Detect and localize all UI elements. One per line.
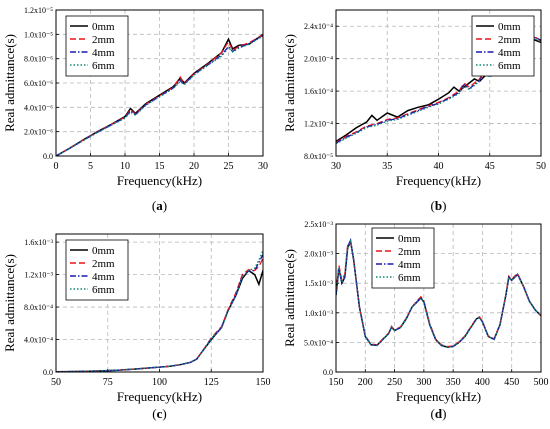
x-tick-label: 100	[152, 377, 167, 388]
x-tick-label: 150	[256, 377, 271, 388]
y-tick-label: 1.2x10⁻⁴	[304, 120, 333, 129]
y-tick-label: 8.0x10⁻⁶	[24, 55, 53, 64]
x-tick-label: 30	[258, 161, 268, 172]
legend-label: 0mm	[92, 21, 115, 33]
x-tick-label: 50	[51, 377, 61, 388]
series-line-2mm	[56, 34, 263, 156]
x-axis-label: Frequency(kHz)	[396, 173, 481, 188]
x-tick-label: 10	[120, 161, 130, 172]
x-tick-label: 150	[329, 377, 344, 388]
y-tick-label: 1.0x10⁻³	[304, 309, 333, 318]
y-tick-label: 2.4x10⁻⁴	[304, 22, 333, 31]
legend-label: 0mm	[92, 245, 115, 257]
y-tick-label: 1.6x10⁻³	[24, 238, 53, 247]
plot-area	[336, 224, 541, 372]
y-axis-label: Real admittance(s)	[282, 249, 297, 347]
legend-label: 6mm	[92, 284, 115, 296]
y-tick-label: 8.0x10⁻⁵	[304, 152, 333, 161]
legend-label: 2mm	[498, 34, 521, 46]
x-tick-label: 45	[485, 161, 495, 172]
series-line-4mm	[56, 35, 263, 156]
x-tick-label: 500	[534, 377, 549, 388]
x-tick-label: 0	[54, 161, 59, 172]
y-tick-label: 1.2x10⁻³	[24, 271, 53, 280]
x-tick-label: 40	[434, 161, 444, 172]
y-tick-label: 6.0x10⁻⁶	[24, 79, 53, 88]
series-line-4mm	[336, 237, 541, 348]
chart-panel-4: 150 200 250 300 350 400 450 500 0.0 5.0x10⁻⁴ 1.0x1…	[282, 220, 549, 421]
y-tick-label: 1.5x10⁻³	[304, 279, 333, 288]
x-axis-label: Frequency(kHz)	[117, 389, 202, 404]
y-tick-label: 8.0x10⁻⁴	[24, 303, 53, 312]
chart-panel-1: 0 5 10 15 20 25 30 0.0 2.0x10⁻⁶ 4.0x10⁻⁶ 6.0x10⁻⁶ 8…	[2, 6, 268, 213]
x-tick-label: 200	[358, 377, 373, 388]
x-tick-label: 350	[446, 377, 461, 388]
y-tick-label: 2.5x10⁻³	[304, 220, 333, 229]
chart-panel-3: 50 75 100 125 150 0.0 4.0x10⁻⁴ 8.0x10⁻⁴ 1.2x10⁻³…	[2, 233, 271, 421]
legend-label: 6mm	[498, 60, 521, 72]
y-tick-label: 0.0	[43, 368, 53, 377]
x-tick-label: 400	[475, 377, 490, 388]
y-axis-label: Real admittance(s)	[282, 34, 297, 132]
x-tick-label: 450	[504, 377, 519, 388]
y-tick-label: 2.0x10⁻⁶	[24, 128, 53, 137]
axes-frame	[335, 9, 542, 157]
x-tick-label: 50	[536, 161, 546, 172]
y-tick-label: 1.6x10⁻⁴	[304, 87, 333, 96]
x-tick-label: 5	[88, 161, 93, 172]
legend-label: 4mm	[498, 47, 521, 59]
panel-label: (b)	[431, 198, 447, 213]
y-tick-label: 0.0	[323, 368, 333, 377]
y-tick-label: 4.0x10⁻⁴	[24, 336, 53, 345]
x-tick-label: 125	[204, 377, 219, 388]
legend-label: 0mm	[398, 233, 421, 245]
x-tick-label: 35	[382, 161, 392, 172]
axes-frame	[55, 9, 264, 157]
legend-label: 4mm	[398, 259, 421, 271]
legend-label: 2mm	[398, 246, 421, 258]
legend-label: 6mm	[92, 60, 115, 72]
legend-label: 2mm	[92, 34, 115, 46]
x-tick-label: 30	[331, 161, 341, 172]
y-tick-label: 2.0x10⁻³	[304, 250, 333, 259]
y-tick-label: 2.0x10⁻⁴	[304, 55, 333, 64]
legend-label: 6mm	[398, 272, 421, 284]
x-tick-label: 20	[189, 161, 199, 172]
x-axis-label: Frequency(kHz)	[396, 389, 481, 404]
x-tick-label: 75	[103, 377, 113, 388]
legend-label: 2mm	[92, 258, 115, 270]
y-axis-label: Real admittance(s)	[2, 254, 17, 352]
legend-label: 4mm	[92, 47, 115, 59]
x-tick-label: 15	[155, 161, 165, 172]
y-tick-label: 1.2x10⁻⁵	[24, 6, 53, 15]
series-line-6mm	[56, 35, 263, 156]
y-tick-label: 0.0	[43, 152, 53, 161]
series-line-4mm	[56, 254, 263, 372]
x-tick-label: 250	[387, 377, 402, 388]
panel-label: (d)	[431, 406, 447, 421]
series-line-0mm	[56, 33, 263, 156]
legend-label: 0mm	[498, 21, 521, 33]
y-tick-label: 5.0x10⁻⁴	[304, 338, 333, 347]
x-tick-label: 300	[416, 377, 431, 388]
axes-frame	[55, 233, 264, 373]
legend-label: 4mm	[92, 271, 115, 283]
axes-frame	[335, 223, 542, 373]
x-tick-label: 25	[224, 161, 234, 172]
chart-panel-2: 30 35 40 45 50 8.0x10⁻⁵ 1.2x10⁻⁴ 1.6x10⁻⁴ 2.0x10…	[282, 9, 546, 213]
x-axis-label: Frequency(kHz)	[117, 173, 202, 188]
y-axis-label: Real admittance(s)	[2, 34, 17, 132]
panel-label: (c)	[152, 406, 166, 421]
panel-label: (a)	[152, 198, 167, 213]
y-tick-label: 4.0x10⁻⁶	[24, 103, 53, 112]
y-tick-label: 1.0x10⁻⁵	[24, 30, 53, 39]
